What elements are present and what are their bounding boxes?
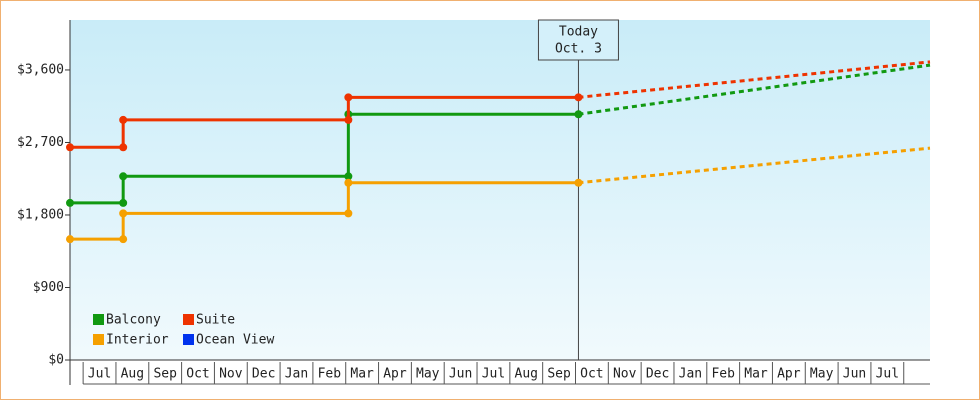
price-line <box>70 112 579 205</box>
price-point <box>119 198 128 207</box>
price-point <box>119 172 128 181</box>
x-tick-label: Dec <box>646 367 669 382</box>
x-tick-label: Nov <box>219 367 243 382</box>
x-tick-label: Jun <box>449 367 472 382</box>
y-tick-label: $3,600 <box>17 62 64 77</box>
price-point <box>574 178 583 187</box>
price-point <box>66 198 74 207</box>
price-point <box>119 209 128 218</box>
plot-area <box>70 20 930 360</box>
today-date: Oct. 3 <box>555 42 602 57</box>
x-tick-label: Mar <box>350 367 374 382</box>
legend-label: Ocean View <box>196 333 274 348</box>
price-point <box>344 93 353 102</box>
price-point <box>66 143 74 152</box>
price-point <box>344 178 353 187</box>
price-point <box>119 235 128 244</box>
legend-label: Interior <box>106 333 169 348</box>
x-tick-label: Feb <box>318 367 342 382</box>
x-tick-label: Apr <box>383 367 407 382</box>
price-point <box>574 93 583 102</box>
x-tick-label: Sep <box>547 367 571 382</box>
y-tick-label: $0 <box>48 353 64 368</box>
legend-swatch <box>93 314 104 325</box>
legend-label: Suite <box>196 313 235 328</box>
x-tick-label: Dec <box>252 367 275 382</box>
x-tick-label: Aug <box>515 367 538 382</box>
forecast-line <box>578 60 931 99</box>
x-tick-label: Apr <box>777 367 801 382</box>
today-label: Today <box>559 25 598 40</box>
price-point <box>344 209 353 218</box>
legend-swatch <box>183 334 194 345</box>
x-tick-label: Jul <box>876 367 899 382</box>
price-point <box>574 110 583 119</box>
price-point <box>119 143 128 152</box>
x-tick-label: Jan <box>285 367 308 382</box>
x-tick-label: Jul <box>482 367 505 382</box>
x-tick-label: May <box>416 367 440 382</box>
x-tick-label: Oct <box>580 367 603 382</box>
legend-swatch <box>93 334 104 345</box>
legend-swatch <box>183 314 194 325</box>
x-tick-label: May <box>810 367 834 382</box>
x-tick-label: Jan <box>679 367 702 382</box>
y-tick-label: $1,800 <box>17 207 64 222</box>
y-tick-label: $2,700 <box>17 135 64 150</box>
x-tick-label: Jul <box>88 367 111 382</box>
price-point <box>344 115 353 124</box>
x-tick-label: Jun <box>843 367 866 382</box>
y-tick-label: $900 <box>33 280 64 295</box>
x-tick-label: Mar <box>744 367 768 382</box>
price-point <box>119 115 128 124</box>
x-tick-label: Nov <box>613 367 637 382</box>
today-box <box>537 19 619 61</box>
price-point <box>66 235 74 244</box>
x-tick-label: Sep <box>153 367 177 382</box>
x-tick-label: Aug <box>121 367 144 382</box>
price-point <box>344 172 353 181</box>
forecast-line <box>578 146 931 185</box>
x-tick-label: Feb <box>711 367 735 382</box>
price-line <box>70 95 579 149</box>
legend-label: Balcony <box>106 313 161 328</box>
x-tick-label: Oct <box>186 367 209 382</box>
price-line <box>70 181 579 241</box>
